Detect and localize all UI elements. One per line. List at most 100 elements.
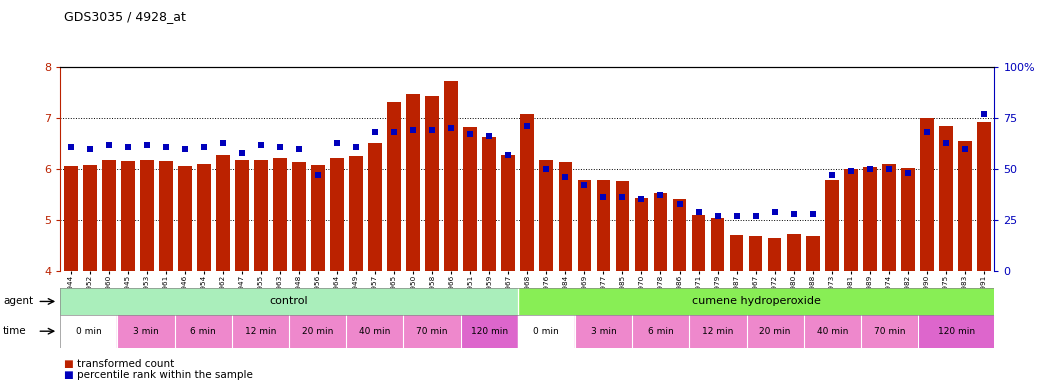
Bar [463, 127, 477, 271]
Bar [254, 160, 268, 271]
Bar [330, 158, 344, 271]
Bar [632, 315, 689, 348]
Point [862, 166, 878, 172]
Text: 40 min: 40 min [359, 327, 390, 336]
Bar [349, 156, 363, 271]
Bar [83, 166, 97, 271]
Text: 12 min: 12 min [245, 327, 276, 336]
Bar [673, 200, 686, 271]
Bar [711, 218, 725, 271]
Point [309, 172, 326, 178]
Point [900, 170, 917, 176]
Bar [461, 315, 518, 348]
Point [348, 144, 364, 150]
Bar [689, 315, 746, 348]
Point [443, 125, 460, 131]
Text: 70 min: 70 min [874, 327, 905, 336]
Bar [577, 180, 592, 271]
Point [804, 211, 821, 217]
Point [633, 197, 650, 203]
Point [481, 133, 497, 139]
Point [462, 131, 479, 137]
Point [766, 209, 783, 215]
Point [576, 182, 593, 188]
Bar [444, 81, 458, 271]
Point [405, 127, 421, 133]
Bar [347, 315, 404, 348]
Text: 120 min: 120 min [470, 327, 508, 336]
Text: 20 min: 20 min [760, 327, 791, 336]
Bar [825, 180, 839, 271]
Bar [882, 164, 896, 271]
Bar [805, 236, 820, 271]
Point [81, 146, 98, 152]
Point [957, 146, 974, 152]
Point [519, 123, 536, 129]
Point [158, 144, 174, 150]
Point [709, 213, 726, 219]
Point [138, 141, 155, 147]
Bar [558, 162, 572, 271]
Point [500, 152, 517, 158]
Text: 6 min: 6 min [190, 327, 216, 336]
Bar [159, 161, 172, 271]
Text: transformed count: transformed count [77, 359, 174, 369]
Bar [958, 141, 972, 271]
Bar [803, 315, 861, 348]
Bar [60, 288, 518, 315]
Point [823, 172, 840, 178]
Bar [174, 315, 231, 348]
Text: ■: ■ [64, 359, 78, 369]
Point [557, 174, 574, 180]
Bar [616, 181, 629, 271]
Bar [730, 235, 743, 271]
Bar [634, 198, 649, 271]
Point [880, 166, 897, 172]
Point [234, 150, 250, 156]
Point [919, 129, 935, 136]
Point [62, 144, 79, 150]
Bar [483, 137, 496, 271]
Bar [501, 155, 515, 271]
Text: 40 min: 40 min [817, 327, 848, 336]
Text: percentile rank within the sample: percentile rank within the sample [77, 370, 252, 380]
Bar [60, 315, 117, 348]
Point [595, 194, 611, 200]
Bar [102, 160, 115, 271]
Bar [748, 236, 763, 271]
Point [272, 144, 289, 150]
Point [614, 194, 631, 200]
Bar [939, 126, 953, 271]
Text: 70 min: 70 min [416, 327, 447, 336]
Text: agent: agent [3, 296, 33, 306]
Text: 12 min: 12 min [703, 327, 734, 336]
Bar [654, 194, 667, 271]
Bar [216, 155, 229, 271]
Bar [120, 161, 135, 271]
Text: 3 min: 3 min [591, 327, 617, 336]
Text: ■: ■ [64, 370, 78, 380]
Text: 3 min: 3 min [133, 327, 159, 336]
Text: time: time [3, 326, 27, 336]
Text: control: control [270, 296, 308, 306]
Bar [140, 160, 154, 271]
Bar [768, 238, 782, 271]
Bar [861, 315, 919, 348]
Bar [117, 315, 174, 348]
Text: 6 min: 6 min [648, 327, 674, 336]
Point [747, 213, 764, 219]
Point [215, 139, 231, 146]
Bar [518, 315, 575, 348]
Bar [901, 168, 914, 271]
Text: 0 min: 0 min [534, 327, 559, 336]
Point [176, 146, 193, 152]
Bar [289, 315, 347, 348]
Bar [235, 160, 249, 271]
Text: 20 min: 20 min [302, 327, 333, 336]
Bar [426, 96, 439, 271]
Bar [691, 215, 706, 271]
Point [101, 141, 117, 147]
Point [329, 139, 346, 146]
Point [252, 141, 269, 147]
Point [843, 168, 859, 174]
